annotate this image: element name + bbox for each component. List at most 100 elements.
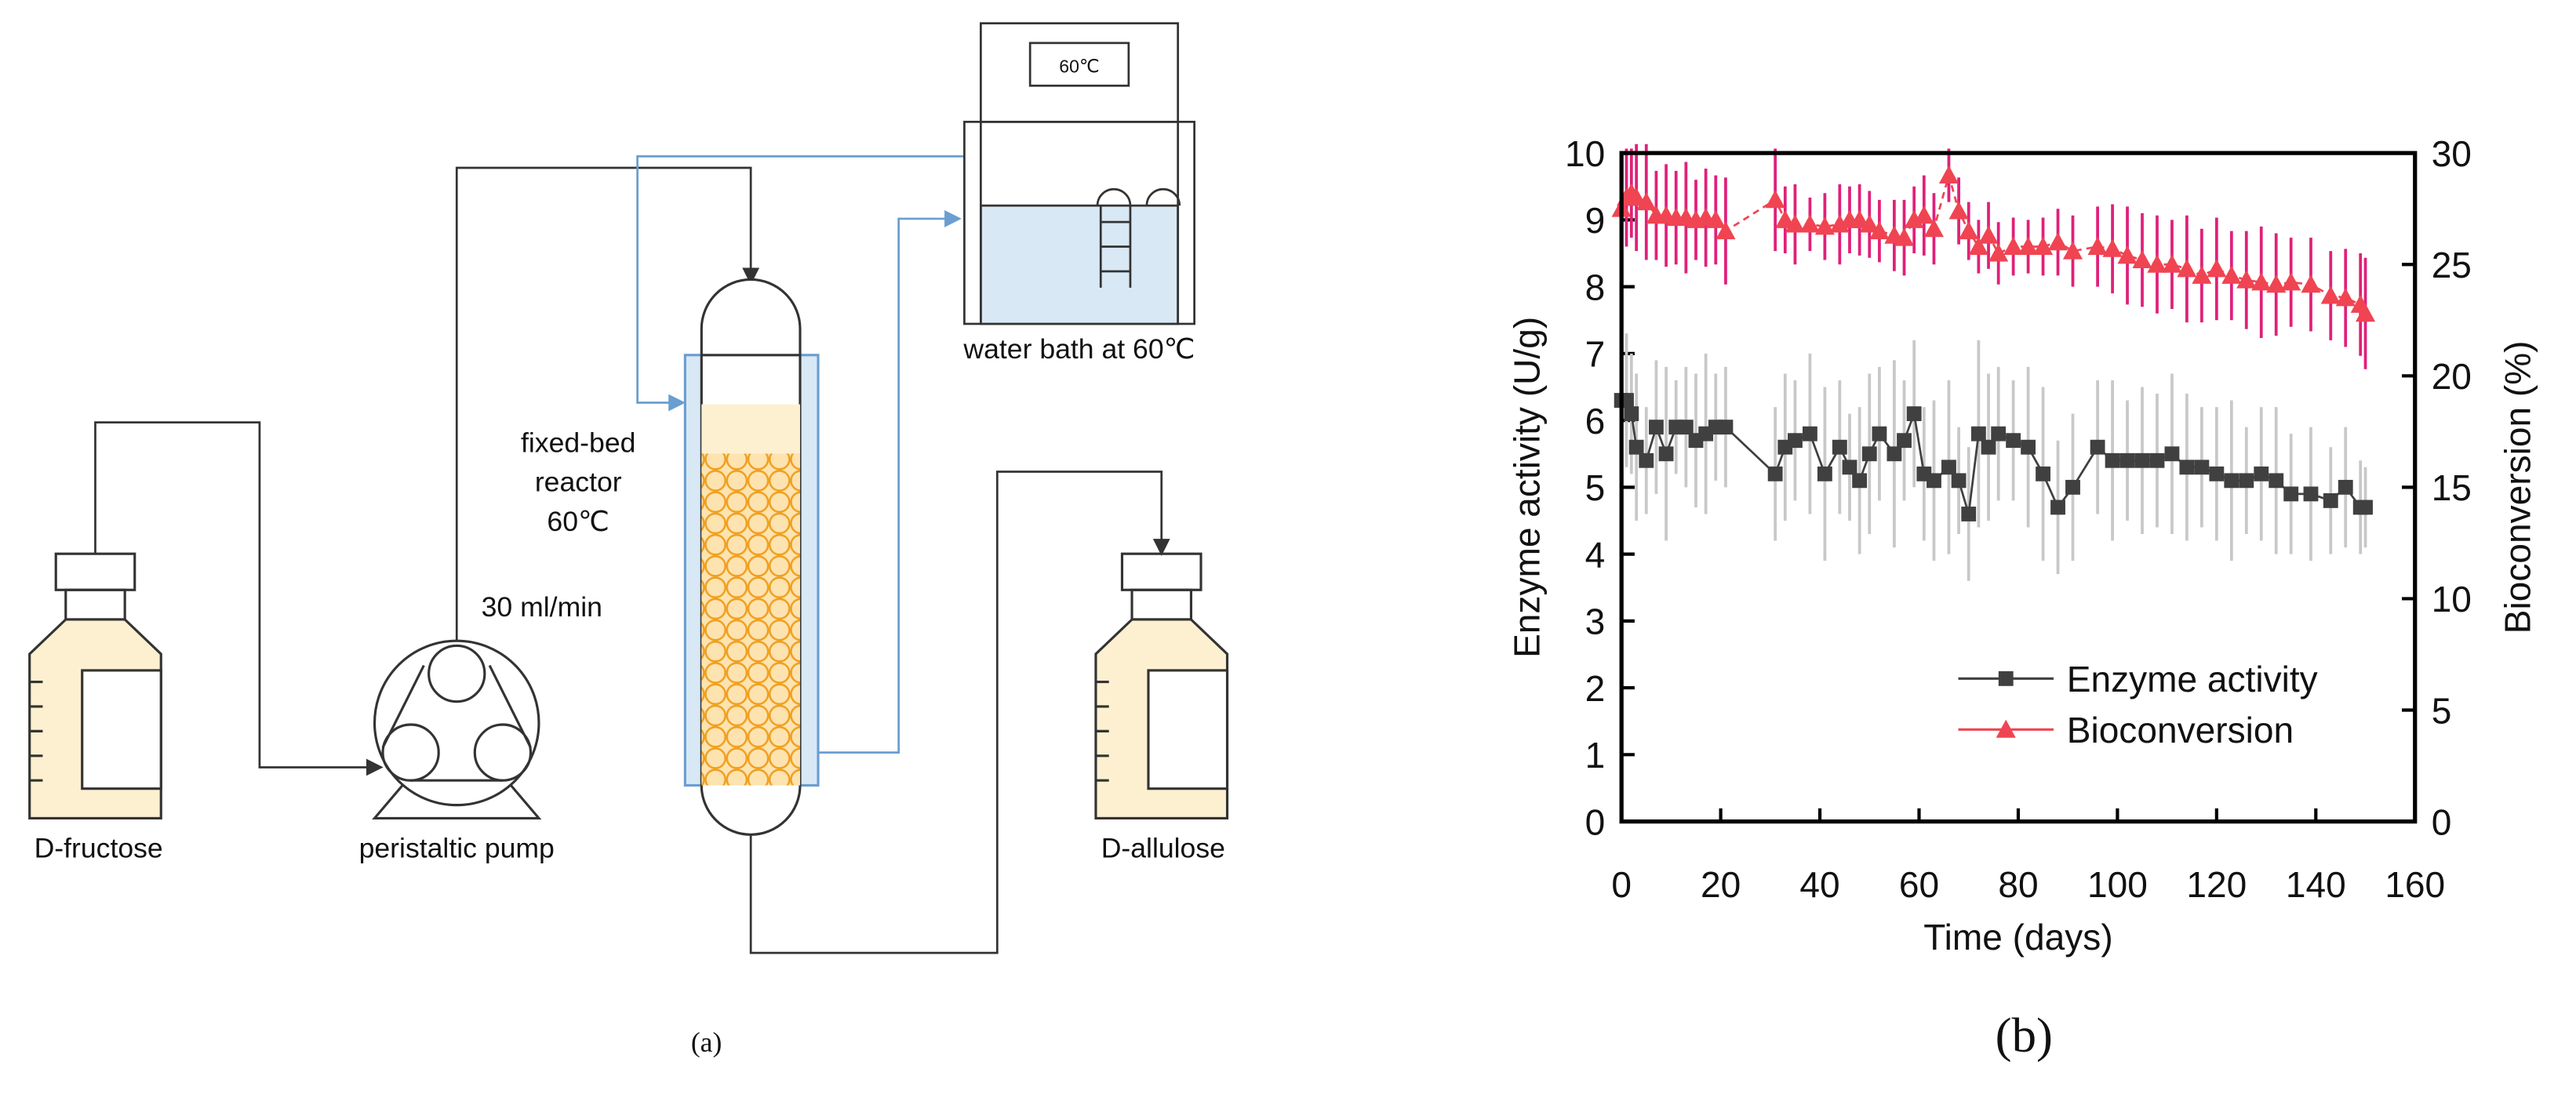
data-point bbox=[1648, 420, 1664, 435]
caption: (b) bbox=[1996, 1008, 2053, 1063]
x-tick-label: 20 bbox=[1701, 864, 1741, 905]
data-point bbox=[1978, 225, 1999, 244]
x-axis-title: Time (days) bbox=[1923, 917, 2112, 957]
data-point bbox=[2221, 265, 2242, 284]
reactor-label: 60℃ bbox=[547, 506, 609, 537]
data-point bbox=[2335, 288, 2356, 307]
data-point bbox=[1861, 446, 1877, 462]
x-tick-label: 40 bbox=[1799, 864, 1839, 905]
y2-tick-label: 5 bbox=[2432, 690, 2452, 731]
y-tick-label: 7 bbox=[1585, 334, 1606, 375]
data-point bbox=[1785, 214, 1806, 233]
series bbox=[1614, 320, 2373, 581]
data-point bbox=[1859, 214, 1879, 233]
flow-label: 30 ml/min bbox=[482, 591, 602, 623]
x-tick-label: 100 bbox=[2087, 864, 2148, 905]
data-point bbox=[2033, 236, 2054, 255]
data-point bbox=[1970, 426, 1986, 441]
data-point bbox=[1996, 719, 2016, 738]
data-point bbox=[2239, 473, 2254, 489]
y2-tick-label: 15 bbox=[2432, 467, 2472, 508]
data-point bbox=[1626, 187, 1646, 206]
data-point bbox=[1991, 426, 2007, 441]
y2-tick-label: 20 bbox=[2432, 356, 2472, 397]
data-point bbox=[2102, 238, 2123, 257]
y-axis-title: Enzyme activity (U/g) bbox=[1506, 317, 1547, 658]
data-point bbox=[2283, 486, 2299, 502]
data-point bbox=[1852, 473, 1868, 489]
x-tick-label: 80 bbox=[1998, 864, 2038, 905]
data-point bbox=[1678, 420, 1694, 435]
data-point bbox=[2090, 439, 2105, 455]
data-point bbox=[1814, 216, 1835, 235]
data-point bbox=[2162, 254, 2182, 273]
data-point bbox=[1799, 214, 1820, 233]
data-point bbox=[2301, 274, 2321, 293]
data-point bbox=[2194, 460, 2210, 475]
y-tick-label: 5 bbox=[1585, 467, 1606, 508]
data-point bbox=[2177, 259, 2197, 278]
data-point bbox=[1906, 406, 1922, 422]
data-point bbox=[1832, 439, 1847, 455]
data-point bbox=[2147, 254, 2167, 273]
y-tick-label: 6 bbox=[1585, 401, 1606, 441]
data-point bbox=[1887, 446, 1902, 462]
x-tick-label: 140 bbox=[2286, 864, 2346, 905]
bath-label: water bath at 60℃ bbox=[962, 333, 1195, 365]
series-line bbox=[1620, 171, 2367, 314]
pump bbox=[372, 639, 542, 819]
y-tick-label: 10 bbox=[1565, 133, 1605, 174]
data-point bbox=[1927, 473, 1941, 489]
data-point bbox=[1628, 439, 1644, 455]
data-point bbox=[1817, 466, 1832, 481]
data-point bbox=[2050, 500, 2065, 515]
pump-label: peristaltic pump bbox=[359, 833, 555, 864]
y-tick-label: 8 bbox=[1585, 267, 1606, 307]
data-point bbox=[2355, 303, 2376, 322]
series bbox=[1611, 144, 2376, 369]
data-point bbox=[1959, 221, 1979, 240]
y2-tick-label: 25 bbox=[2432, 245, 2472, 285]
data-point bbox=[1802, 426, 1817, 441]
data-point bbox=[2236, 270, 2257, 289]
data-point bbox=[1658, 446, 1674, 462]
data-point bbox=[1951, 473, 1967, 489]
data-point bbox=[2087, 236, 2108, 255]
data-point bbox=[2281, 272, 2301, 291]
data-point bbox=[1624, 406, 1639, 422]
data-point bbox=[1705, 209, 1726, 228]
x-tick-label: 60 bbox=[1899, 864, 1939, 905]
data-point bbox=[1765, 190, 1785, 209]
data-point bbox=[1842, 460, 1857, 475]
y-tick-label: 4 bbox=[1585, 534, 1606, 575]
data-point bbox=[2003, 236, 2024, 255]
feed-label: D-fructose bbox=[35, 833, 163, 864]
legend-label: Bioconversion bbox=[2067, 710, 2294, 750]
data-point bbox=[2036, 466, 2050, 481]
data-point bbox=[1775, 209, 1796, 228]
data-point bbox=[1869, 221, 1890, 240]
data-point bbox=[2119, 452, 2135, 468]
data-point bbox=[2117, 245, 2138, 264]
data-point bbox=[2164, 446, 2180, 462]
x-tick-label: 160 bbox=[2385, 864, 2445, 905]
reactor-label: fixed-bed bbox=[521, 427, 635, 458]
display-label: 60℃ bbox=[1059, 56, 1099, 77]
data-point bbox=[2018, 236, 2039, 255]
data-point bbox=[2209, 466, 2225, 481]
data-point bbox=[2207, 259, 2227, 278]
legend-label: Enzyme activity bbox=[2067, 659, 2318, 699]
legend: Enzyme activity Bioconversion bbox=[1958, 659, 2318, 750]
data-point bbox=[2251, 272, 2272, 291]
y-tick-label: 0 bbox=[1585, 801, 1606, 842]
product-bottle bbox=[1094, 552, 1229, 819]
data-point bbox=[2266, 274, 2287, 293]
data-point bbox=[2254, 466, 2269, 481]
y-tick-label: 3 bbox=[1585, 601, 1606, 642]
data-point bbox=[1941, 460, 1956, 475]
x-tick-label: 120 bbox=[2186, 864, 2247, 905]
y-tick-label: 2 bbox=[1585, 668, 1606, 709]
caption: (a) bbox=[691, 1027, 722, 1058]
data-point bbox=[2320, 285, 2341, 304]
